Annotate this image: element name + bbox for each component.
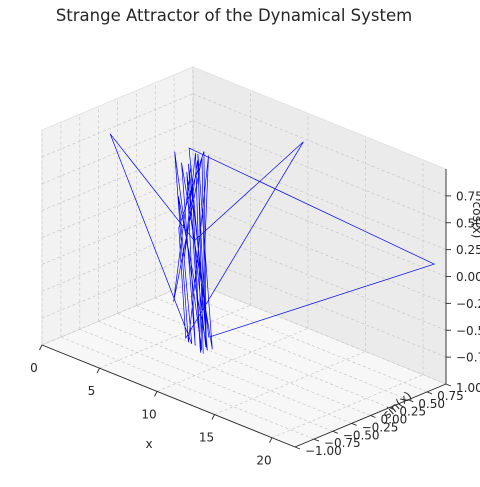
z-tick-label: −0.25 [456, 297, 480, 311]
grid-line-y-floor [117, 313, 371, 416]
grid-line-z-back [192, 227, 447, 331]
grid-line-y-floor [136, 305, 390, 408]
x-tick-mark [154, 391, 158, 397]
x-tick-mark [96, 367, 100, 374]
x-axis-label: x [145, 437, 152, 451]
grid-line-z-back [192, 174, 447, 277]
y-tick-label: 0.00 [381, 413, 408, 427]
y-tick-mark [332, 430, 338, 434]
z-tick-label: −0.50 [456, 324, 480, 338]
x-tick-label: 5 [88, 384, 96, 398]
z-tick-label: 0.25 [456, 243, 480, 257]
y-tick-mark [445, 383, 452, 387]
y-tick-label: 0.25 [399, 405, 426, 419]
x-tick-label: 15 [199, 431, 214, 445]
y-tick-label: 1.00 [456, 381, 480, 395]
x-tick-mark [39, 344, 43, 351]
grid-line-y-floor [98, 321, 352, 424]
y-tick-label: −0.50 [343, 428, 380, 442]
grid-line-y-floor [173, 289, 428, 393]
trajectory [109, 133, 436, 354]
z-tick-label: 0.00 [456, 270, 480, 284]
y-tick-mark [408, 399, 414, 403]
y-tick-label: −0.75 [324, 436, 361, 450]
grid-line-y-floor [192, 281, 447, 385]
x-tick-mark [211, 414, 215, 420]
y-tick-label: −1.00 [305, 444, 342, 458]
x-axis-line [41, 344, 296, 448]
z-axis-label: cos(x) [470, 202, 480, 239]
y-tick-mark [313, 438, 320, 442]
axes-panes [40, 66, 448, 448]
grid-line-z-back [192, 120, 447, 224]
grid-line-z-back [192, 147, 447, 250]
y-tick-label: 0.75 [437, 389, 464, 403]
z-tick-label: 0.75 [456, 189, 480, 203]
grid-line-z-back [192, 201, 447, 304]
grid-line-z-back [192, 93, 447, 197]
y-tick-mark [294, 446, 301, 450]
z-tick-label: 0.50 [456, 216, 480, 230]
chart-title: Strange Attractor of the Dynamical Syste… [56, 6, 412, 25]
y-tick-label: 0.50 [418, 397, 445, 411]
axes-ticks: 05101520−1.00−0.75−0.50−0.250.000.250.50… [30, 189, 480, 467]
x-tick-mark [269, 437, 273, 443]
y-tick-mark [351, 422, 357, 426]
grid-line-y-floor [155, 297, 409, 401]
trajectory-line [109, 133, 436, 354]
y-tick-mark [389, 407, 395, 411]
grid-line-y-floor [79, 328, 333, 432]
y-tick-mark [370, 415, 376, 418]
y-tick-mark [426, 391, 433, 395]
x-tick-label: 0 [30, 361, 38, 375]
z-tick-label: −0.75 [456, 351, 480, 365]
x-tick-label: 10 [141, 407, 156, 421]
grid-line-y-floor [60, 336, 315, 440]
grid-line-z-back [192, 254, 447, 358]
x-tick-label: 20 [256, 454, 271, 468]
y-tick-label: −0.25 [362, 420, 399, 434]
